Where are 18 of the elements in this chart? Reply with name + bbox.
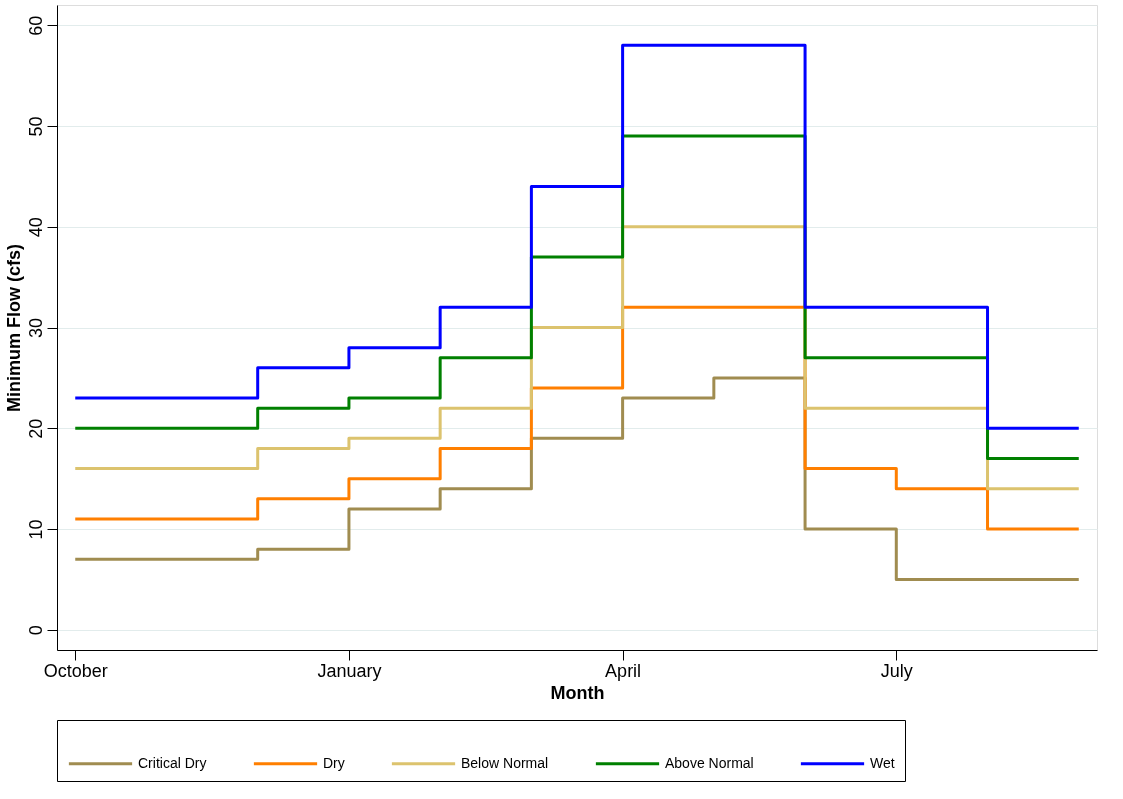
y-axis-title: Minimum Flow (cfs): [3, 244, 24, 412]
x-axis-title: Month: [550, 682, 605, 703]
x-tick-label: October: [43, 660, 108, 681]
legend-label: Critical Dry: [138, 754, 207, 771]
y-tick-label: 20: [25, 418, 46, 439]
x-tick-label: July: [880, 660, 913, 681]
legend-label: Wet: [870, 754, 895, 771]
y-tick-label: 40: [25, 217, 46, 238]
legend-label: Above Normal: [665, 754, 754, 771]
y-tick-label: 50: [25, 116, 46, 137]
x-tick-label: January: [317, 660, 382, 681]
y-tick-label: 0: [25, 625, 46, 636]
legend-label: Dry: [323, 754, 345, 771]
legend-label: Below Normal: [461, 754, 549, 771]
y-tick-label: 60: [25, 15, 46, 36]
y-tick-label: 10: [25, 519, 46, 540]
x-tick-label: April: [605, 660, 642, 681]
y-tick-label: 30: [25, 317, 46, 339]
